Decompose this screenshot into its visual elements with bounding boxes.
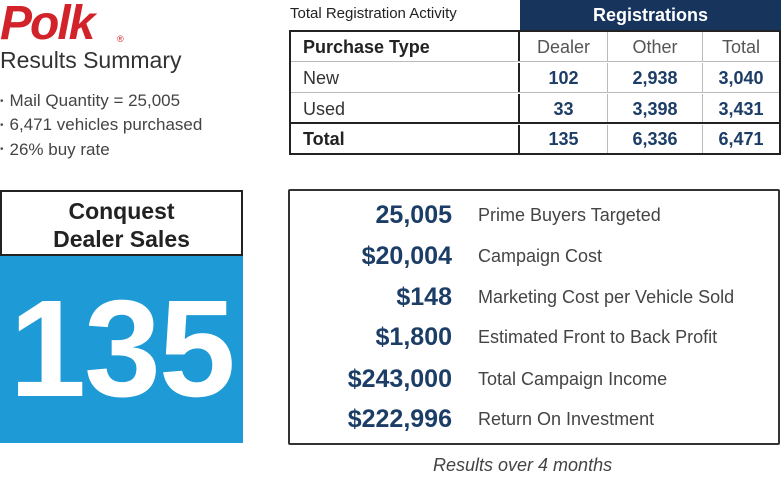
bullet-text: Mail Quantity = 25,005 [9, 91, 181, 110]
table-row: New 102 2,938 3,040 [291, 63, 779, 93]
registration-table: Purchase Type Dealer Other Total New 102… [289, 30, 781, 155]
bullet-text: 6,471 vehicles purchased [9, 115, 203, 135]
bullet-icon: • [0, 120, 4, 132]
table-header-row: Purchase Type Dealer Other Total [291, 32, 779, 62]
cell-purchase-type: New [291, 63, 520, 92]
bullet-item: • Mail Quantity = 25,005 [0, 89, 202, 113]
campaign-metrics-box: 25,005 Prime Buyers Targeted $20,004 Cam… [288, 189, 780, 445]
results-summary-title: Results Summary [0, 47, 182, 73]
cell-total: 3,040 [718, 68, 764, 88]
results-period-note: Results over 4 months [433, 455, 613, 475]
bullet-icon: • [0, 144, 4, 156]
conquest-dealer-sales-title: Conquest Dealer Sales [0, 190, 243, 256]
metric-value: $148 [396, 283, 452, 311]
column-header-purchase-type: Purchase Type [291, 32, 520, 61]
cell-purchase-type: Used [291, 94, 520, 122]
metric-row: $148 Marketing Cost per Vehicle Sold [290, 277, 778, 317]
conquest-value-panel: 135 [0, 256, 243, 443]
summary-bullet-list: • Mail Quantity = 25,005 • 6,471 vehicles … [0, 89, 202, 162]
bullet-item: • 6,471 vehicles purchased [0, 113, 202, 137]
cell-total: 3,431 [718, 99, 764, 119]
metric-value: $20,004 [361, 242, 452, 270]
conquest-title-line2: Dealer Sales [53, 226, 190, 252]
conquest-sales-value: 135 [9, 272, 235, 426]
conquest-title-line1: Conquest [68, 198, 175, 224]
column-header-dealer: Dealer [520, 32, 608, 61]
logo-wordmark: Polk [0, 0, 95, 50]
metric-label: Campaign Cost [478, 246, 603, 266]
column-header-other: Other [608, 32, 703, 61]
metric-label: Return On Investment [478, 409, 655, 429]
metric-label: Estimated Front to Back Profit [478, 327, 718, 347]
registrations-group-header: Registrations [520, 0, 781, 30]
cell-purchase-type: Total [291, 125, 520, 153]
cell-dealer: 135 [520, 125, 608, 153]
metric-row: $1,800 Estimated Front to Back Profit [290, 317, 778, 357]
metric-row: $222,996 Return On Investment [290, 399, 778, 439]
cell-total: 6,471 [718, 129, 764, 149]
metric-label: Marketing Cost per Vehicle Sold [478, 287, 735, 307]
column-header-total: Total [721, 37, 761, 57]
metric-label: Prime Buyers Targeted [478, 205, 661, 225]
metric-label: Total Campaign Income [478, 369, 668, 389]
metric-value: $1,800 [375, 323, 452, 351]
cell-dealer: 33 [520, 94, 608, 122]
table-total-row: Total 135 6,336 6,471 [291, 125, 779, 153]
metric-value: $222,996 [347, 405, 452, 433]
polk-logo: Polk ® [0, 0, 130, 50]
bullet-item: • 26% buy rate [0, 138, 202, 162]
metric-value: $243,000 [347, 365, 452, 393]
table-caption: Total Registration Activity [290, 5, 457, 22]
cell-other: 2,938 [608, 63, 703, 92]
cell-dealer: 102 [520, 63, 608, 92]
metric-row: $20,004 Campaign Cost [290, 236, 778, 276]
bullet-icon: • [0, 95, 4, 107]
bullet-text: 26% buy rate [9, 139, 110, 159]
metric-value: 25,005 [375, 201, 452, 229]
cell-other: 6,336 [608, 125, 703, 153]
metric-row: $243,000 Total Campaign Income [290, 359, 778, 399]
table-row: Used 33 3,398 3,431 [291, 94, 779, 124]
metric-row: 25,005 Prime Buyers Targeted [290, 195, 778, 235]
registered-mark: ® [117, 34, 124, 44]
cell-other: 3,398 [608, 94, 703, 122]
